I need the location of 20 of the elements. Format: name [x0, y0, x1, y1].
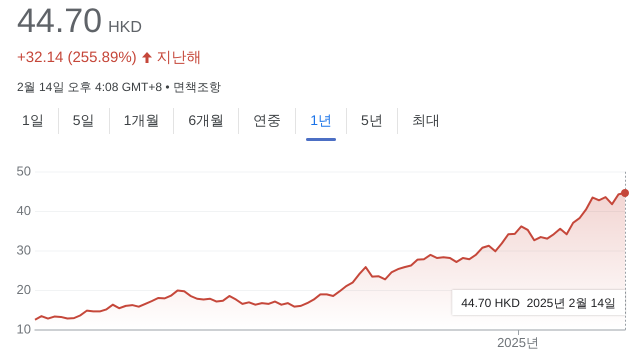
text: 1개월 — [124, 112, 160, 128]
text: 지난해 — [156, 48, 202, 67]
text: +32.14 (255.89%) — [17, 49, 137, 66]
annotation: 44.70 HKD 2025년 2월 14일 — [461, 296, 616, 310]
text: 6개월 — [188, 112, 224, 128]
text: 2월 14일 오후 4:08 GMT+8 • 면책조항 — [17, 79, 221, 96]
text: 연중 — [253, 112, 282, 128]
y-tick-label: 40 — [16, 202, 31, 218]
y-tick-label: 30 — [16, 242, 31, 258]
text: 5일 — [72, 112, 95, 128]
text: 2025년 — [497, 335, 539, 350]
text: 1년 — [310, 112, 332, 128]
y-tick-label: 50 — [16, 163, 31, 178]
y-tick-label: 10 — [16, 322, 31, 337]
text: 5년 — [360, 112, 383, 128]
y-tick-label: 20 — [16, 282, 31, 298]
text: HKD — [108, 19, 142, 36]
text: 최대 — [412, 112, 440, 128]
chart-title: 44.70 — [17, 2, 102, 40]
text: 1일 — [22, 112, 44, 128]
